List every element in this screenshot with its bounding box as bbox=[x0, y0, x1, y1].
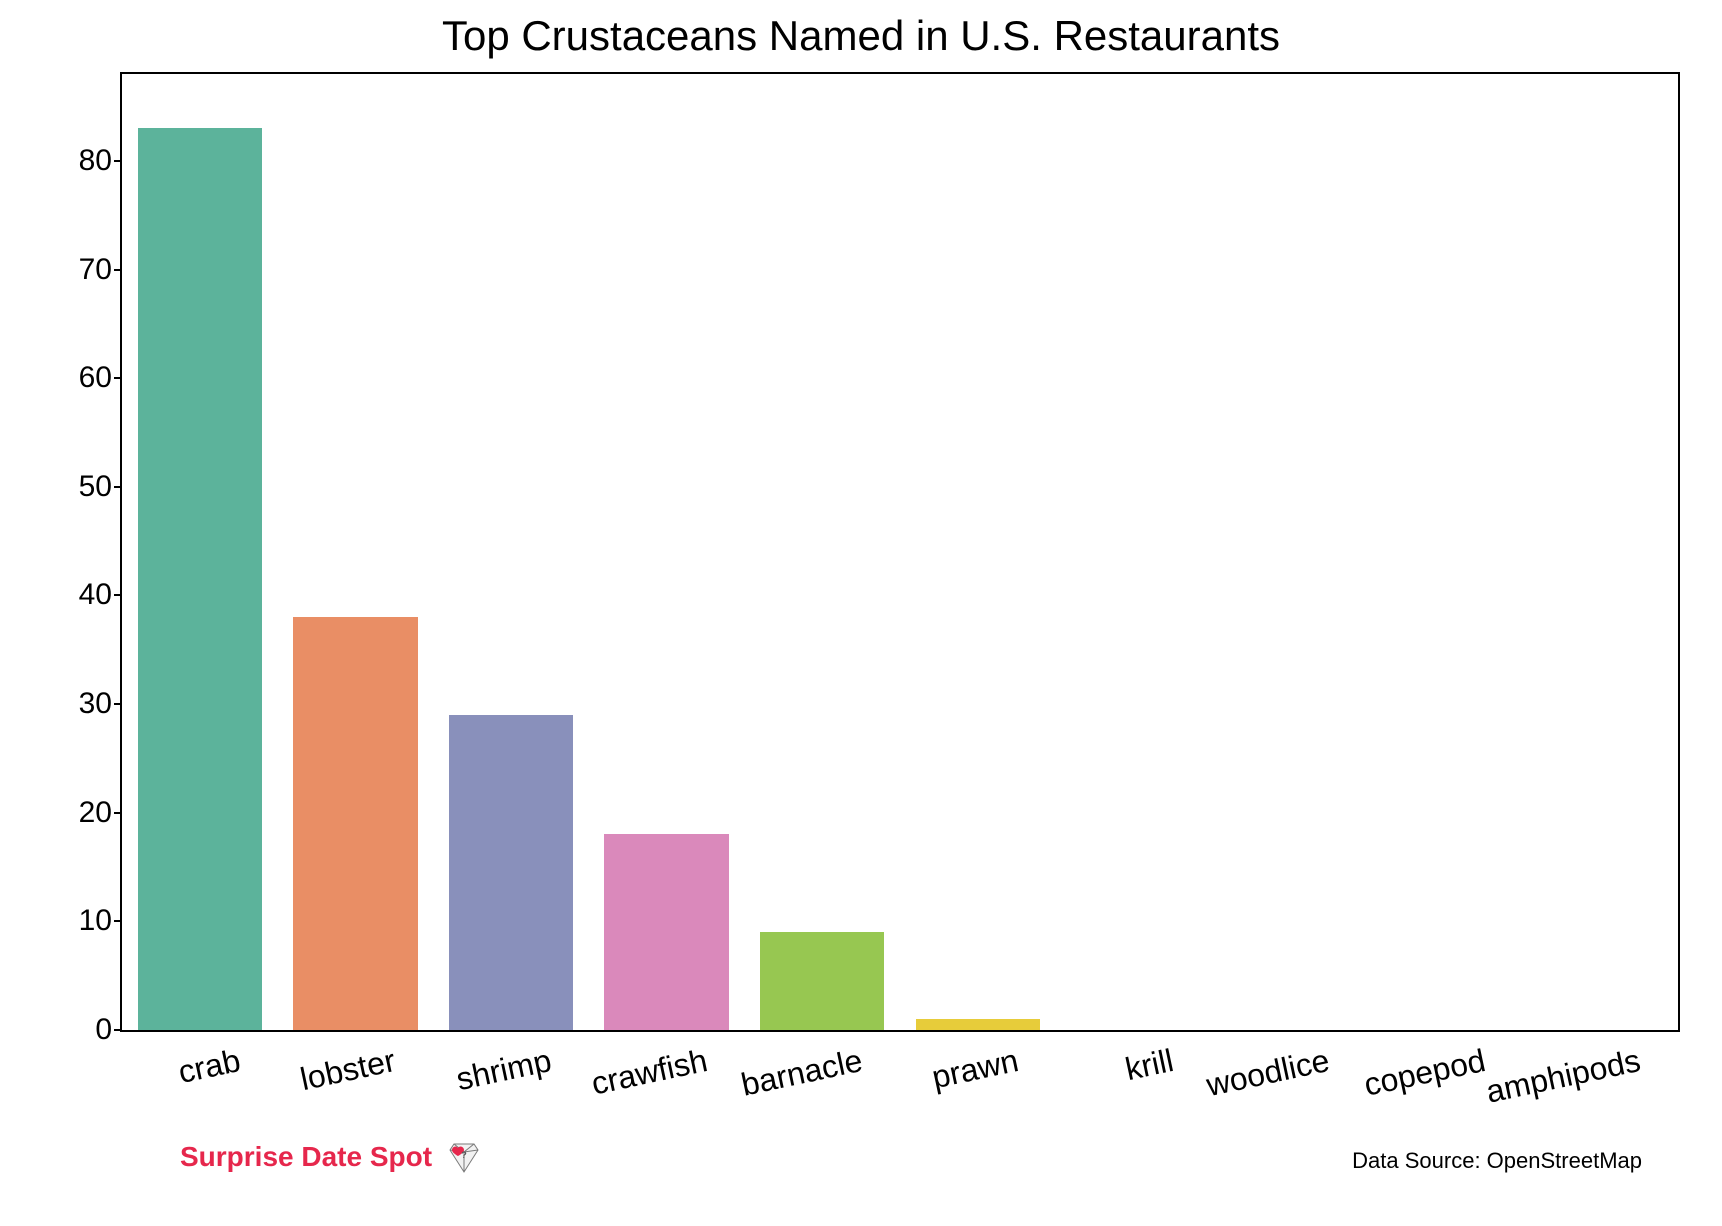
svg-text:?: ? bbox=[461, 1150, 467, 1160]
brand-logo-icon: ? bbox=[444, 1140, 484, 1174]
xtick-label-shrimp: shrimp bbox=[453, 1042, 555, 1098]
xtick-label-lobster: lobster bbox=[297, 1042, 399, 1098]
ytick-label: 60 bbox=[32, 361, 112, 395]
ytick-label: 30 bbox=[32, 687, 112, 721]
xtick-label-copepod: copepod bbox=[1360, 1042, 1488, 1104]
ytick-label: 40 bbox=[32, 578, 112, 612]
ytick-label: 50 bbox=[32, 470, 112, 504]
ytick-mark bbox=[114, 1029, 122, 1031]
plot-area bbox=[120, 72, 1680, 1032]
ytick-mark bbox=[114, 594, 122, 596]
xtick-label-crawfish: crawfish bbox=[588, 1042, 710, 1103]
xtick-label-amphipods: amphipods bbox=[1483, 1042, 1644, 1111]
ytick-mark bbox=[114, 377, 122, 379]
bar-barnacle bbox=[760, 932, 884, 1030]
xtick-label-prawn: prawn bbox=[929, 1042, 1022, 1096]
ytick-label: 0 bbox=[32, 1013, 112, 1047]
ytick-label: 10 bbox=[32, 904, 112, 938]
plot-inner bbox=[122, 74, 1678, 1030]
xtick-label-krill: krill bbox=[1122, 1042, 1177, 1088]
ytick-mark bbox=[114, 920, 122, 922]
xtick-label-barnacle: barnacle bbox=[738, 1042, 866, 1104]
bar-shrimp bbox=[449, 715, 573, 1030]
ytick-mark bbox=[114, 269, 122, 271]
brand-text: Surprise Date Spot bbox=[180, 1141, 432, 1173]
xtick-label-crab: crab bbox=[175, 1042, 244, 1091]
chart-title: Top Crustaceans Named in U.S. Restaurant… bbox=[0, 12, 1722, 60]
ytick-label: 80 bbox=[32, 144, 112, 178]
bar-prawn bbox=[916, 1019, 1040, 1030]
brand-label: Surprise Date Spot ? bbox=[180, 1140, 484, 1174]
ytick-label: 20 bbox=[32, 796, 112, 830]
ytick-mark bbox=[114, 160, 122, 162]
ytick-mark bbox=[114, 486, 122, 488]
chart-frame: Top Crustaceans Named in U.S. Restaurant… bbox=[0, 0, 1722, 1226]
data-source-label: Data Source: OpenStreetMap bbox=[1352, 1148, 1642, 1174]
bar-crawfish bbox=[604, 834, 728, 1030]
ytick-label: 70 bbox=[32, 253, 112, 287]
ytick-mark bbox=[114, 703, 122, 705]
ytick-mark bbox=[114, 812, 122, 814]
bar-lobster bbox=[293, 617, 417, 1030]
bar-crab bbox=[138, 128, 262, 1030]
xtick-label-woodlice: woodlice bbox=[1203, 1042, 1332, 1104]
